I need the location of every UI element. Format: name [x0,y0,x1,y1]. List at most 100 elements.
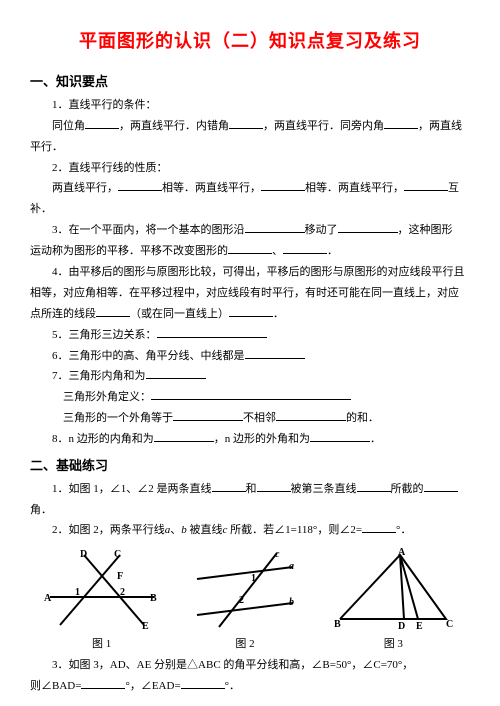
text: 、 [170,524,181,536]
text: （或在同一直线上） [130,308,229,320]
text: 所截．若∠1=118°，则∠2= [227,524,362,536]
figure-1-svg: A B C D E F 1 2 [42,547,162,632]
text: 相等．两直线平行， [162,182,261,194]
blank [310,430,370,442]
figure-2-caption: 图 2 [185,634,305,655]
ex-3b: 则∠BAD=°，∠EAD=°． [30,676,470,697]
lbl-a: a [289,561,294,572]
blank [261,179,305,191]
blank [384,117,418,129]
text: 1．如图 1，∠1、∠2 是两条直线 [52,483,212,495]
text: °． [396,524,411,536]
k-3: 3．在一个平面内，将一个基本的图形沿 移动了 ，这种图形 [30,220,470,241]
figure-1: A B C D E F 1 2 图 1 [42,547,162,655]
blank [229,305,273,317]
blank [118,179,162,191]
text: 7．三角形内角和为 [52,370,146,382]
lbl-E: E [142,621,149,632]
k-4a: 4．由平移后的图形与原图形比较，可得出，平移后的图形与原图形的对应线段平行且 [30,262,470,283]
text: 点所连的线段 [30,308,96,320]
ex-3a: 3．如图 3，AD、AE 分别是△ABC 的角平分线和高，∠B=50°，∠C=7… [30,655,470,676]
blank [212,480,246,492]
text: ，两直线平行．内错角 [119,120,229,132]
k-7: 7．三角形内角和为 [30,366,470,387]
k-2a: 两直线平行，相等．两直线平行，相等．两直线平行，互补． [30,178,470,220]
blank [173,409,243,421]
lbl-1: 1 [75,587,80,598]
k-8: 8．n 边形的内角和为，n 边形的外角和为． [30,429,470,450]
text: 被直线 [187,524,223,536]
lbl-E: E [416,621,423,632]
blank [151,388,351,400]
lbl-b: b [289,597,294,608]
figure-2: a b c 1 2 图 2 [185,547,305,655]
text: 移动了 [305,224,338,236]
figure-3-caption: 图 3 [328,634,458,655]
figure-3-svg: A B C D E [328,547,458,632]
lbl-2: 2 [239,595,244,606]
blank [85,117,119,129]
blank [81,677,125,689]
blank [229,117,263,129]
lbl-C: C [446,619,453,630]
section-1-heading: 一、知识要点 [30,70,470,95]
lbl-1: 1 [251,573,256,584]
k-3b: 运动称为图形的平移．平移不改变图形的 、 ． [30,241,470,262]
text: 三角形外角定义： [63,391,151,403]
lbl-A: A [44,593,52,604]
text: 三角形的一个外角等于 [63,412,173,424]
lbl-A: A [398,547,406,558]
text: 同位角 [52,120,85,132]
text: 3．在一个平面内，将一个基本的图形沿 [52,224,245,236]
lbl-D: D [80,549,87,560]
figure-row: A B C D E F 1 2 图 1 a b c [30,547,470,655]
figure-1-caption: 图 1 [42,634,162,655]
text: 角． [30,504,52,516]
k-1a: 同位角，两直线平行．内错角，两直线平行．同旁内角，两直线平行． [30,116,470,158]
text: 两直线平行， [52,182,118,194]
blank [283,242,327,254]
k-6: 6．三角形中的高、角平分线、中线都是 [30,346,470,367]
ex-1: 1．如图 1，∠1、∠2 是两条直线 和 被第三条直线 所截的角． [30,479,470,521]
k-4b: 相等，对应角相等．在平移过程中，对应线段有时平行，有时还可能在同一直线上，对应 [30,283,470,304]
text: 被第三条直线 [291,483,357,495]
blank [404,179,448,191]
text: 6．三角形中的高、角平分线、中线都是 [52,350,245,362]
text: °． [225,680,240,692]
blank [146,367,206,379]
lbl-B: B [334,619,341,630]
section-2-heading: 二、基础练习 [30,454,470,479]
text: ． [327,245,338,257]
k-1: 1．直线平行的条件： [30,95,470,116]
text: 、 [272,245,283,257]
blank [257,480,291,492]
blank [362,521,396,533]
text: 所截的 [391,483,424,495]
blank [245,221,305,233]
blank [357,480,391,492]
k-7c: 三角形的一个外角等于不相邻的和． [30,408,470,429]
text: ，n 边形的外角和为 [214,433,310,445]
text: 运动称为图形的平移．平移不改变图形的 [30,245,228,257]
k-5: 5．三角形三边关系： [30,325,470,346]
text: °，∠EAD= [125,680,180,692]
k-7b: 三角形外角定义： [30,387,470,408]
text: 和 [246,483,257,495]
text: 5．三角形三边关系： [52,329,157,341]
k-2: 2．直线平行线的性质： [30,158,470,179]
page-title: 平面图形的认识（二）知识点复习及练习 [30,24,470,58]
text: ． [273,308,284,320]
lbl-c: c [275,549,280,560]
text: 不相邻 [243,412,276,424]
text: 8．n 边形的内角和为 [52,433,154,445]
blank [157,326,267,338]
text: 2．如图 2，两条平行线 [52,524,165,536]
text: ，这种图形 [398,224,453,236]
blank [154,430,214,442]
figure-2-svg: a b c 1 2 [185,547,305,632]
blank [276,409,346,421]
blank [338,221,398,233]
k-4c: 点所连的线段 （或在同一直线上） ． [30,304,470,325]
text: 相等．两直线平行， [305,182,404,194]
lbl-D: D [398,621,405,632]
